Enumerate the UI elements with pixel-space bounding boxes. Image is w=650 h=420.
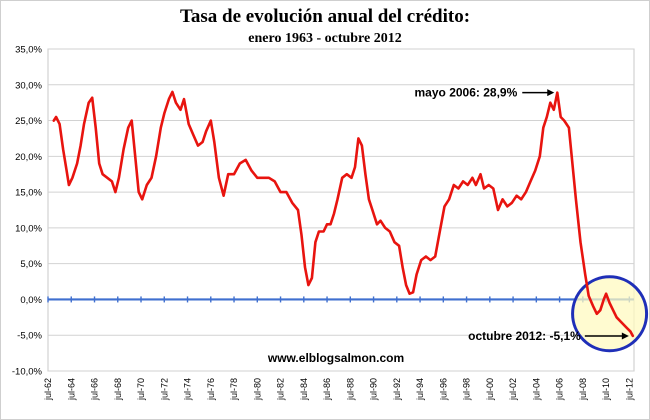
y-tick-label: 30,0% — [15, 80, 42, 91]
chart-subtitle: enero 1963 - octubre 2012 — [248, 31, 402, 46]
source-text: www.elblogsalmon.com — [267, 351, 404, 365]
x-tick-label: jul-62 — [43, 378, 53, 401]
credit-growth-line — [52, 90, 635, 338]
zero-line — [47, 296, 634, 303]
x-tick-label: jul-06 — [555, 378, 565, 401]
x-tick-label: jul-10 — [601, 378, 611, 401]
x-tick-label: jul-66 — [90, 378, 100, 401]
x-tick-label: jul-70 — [136, 378, 146, 401]
x-tick-label: jul-96 — [438, 378, 448, 401]
y-tick-label: 15,0% — [15, 188, 42, 199]
annotations: mayo 2006: 28,9% octubre 2012: -5,1% — [415, 86, 629, 343]
series-line — [52, 90, 635, 338]
x-tick-label: jul-76 — [206, 378, 216, 401]
y-tick-label: -5,0% — [17, 331, 42, 342]
y-axis-labels: -10,0% -5,0% 0,0% 5,0% 10,0% 15,0% 20,0% 25,0% 3… — [12, 45, 43, 378]
x-tick-label: jul-84 — [299, 378, 309, 401]
x-tick-label: jul-92 — [392, 378, 402, 401]
y-tick-label: -10,0% — [12, 367, 43, 378]
grid-lines — [47, 48, 635, 372]
x-tick-label: jul-88 — [345, 378, 355, 401]
highlight-circle — [571, 275, 649, 353]
x-tick-label: jul-98 — [462, 378, 472, 401]
y-tick-label: 35,0% — [15, 45, 42, 56]
annotation-peak-arrowhead — [547, 89, 555, 97]
x-tick-label: jul-72 — [159, 378, 169, 401]
x-tick-label: jul-80 — [252, 378, 262, 401]
annotation-last-arrowhead — [621, 332, 629, 340]
y-tick-label: 5,0% — [20, 259, 42, 270]
x-axis-labels: jul-62 jul-64 jul-66 jul-68 jul-70 jul-72 jul-… — [43, 378, 634, 401]
x-tick-label: jul-94 — [415, 378, 425, 401]
y-tick-label: 20,0% — [15, 152, 42, 163]
x-tick-label: jul-02 — [508, 378, 518, 401]
x-tick-label: jul-64 — [66, 378, 76, 401]
y-tick-label: 0,0% — [20, 295, 42, 306]
x-tick-label: jul-90 — [369, 378, 379, 401]
x-tick-label: jul-12 — [624, 378, 634, 401]
y-tick-label: 25,0% — [15, 116, 42, 127]
x-tick-label: jul-74 — [183, 378, 193, 401]
highlight-circle-shape — [571, 275, 649, 353]
y-tick-label: 10,0% — [15, 223, 42, 234]
x-tick-label: jul-68 — [113, 378, 123, 401]
x-tick-label: jul-86 — [322, 378, 332, 401]
chart-title: Tasa de evolución anual del crédito: — [179, 6, 471, 27]
x-tick-label: jul-04 — [531, 378, 541, 401]
x-tick-label: jul-00 — [485, 378, 495, 401]
annotation-peak-label: mayo 2006: 28,9% — [415, 86, 518, 100]
plot-area-border — [47, 48, 635, 372]
x-tick-label: jul-78 — [229, 378, 239, 401]
x-tick-label: jul-08 — [578, 378, 588, 401]
annotation-last-label: octubre 2012: -5,1% — [468, 329, 581, 343]
x-tick-label: jul-82 — [276, 378, 286, 401]
